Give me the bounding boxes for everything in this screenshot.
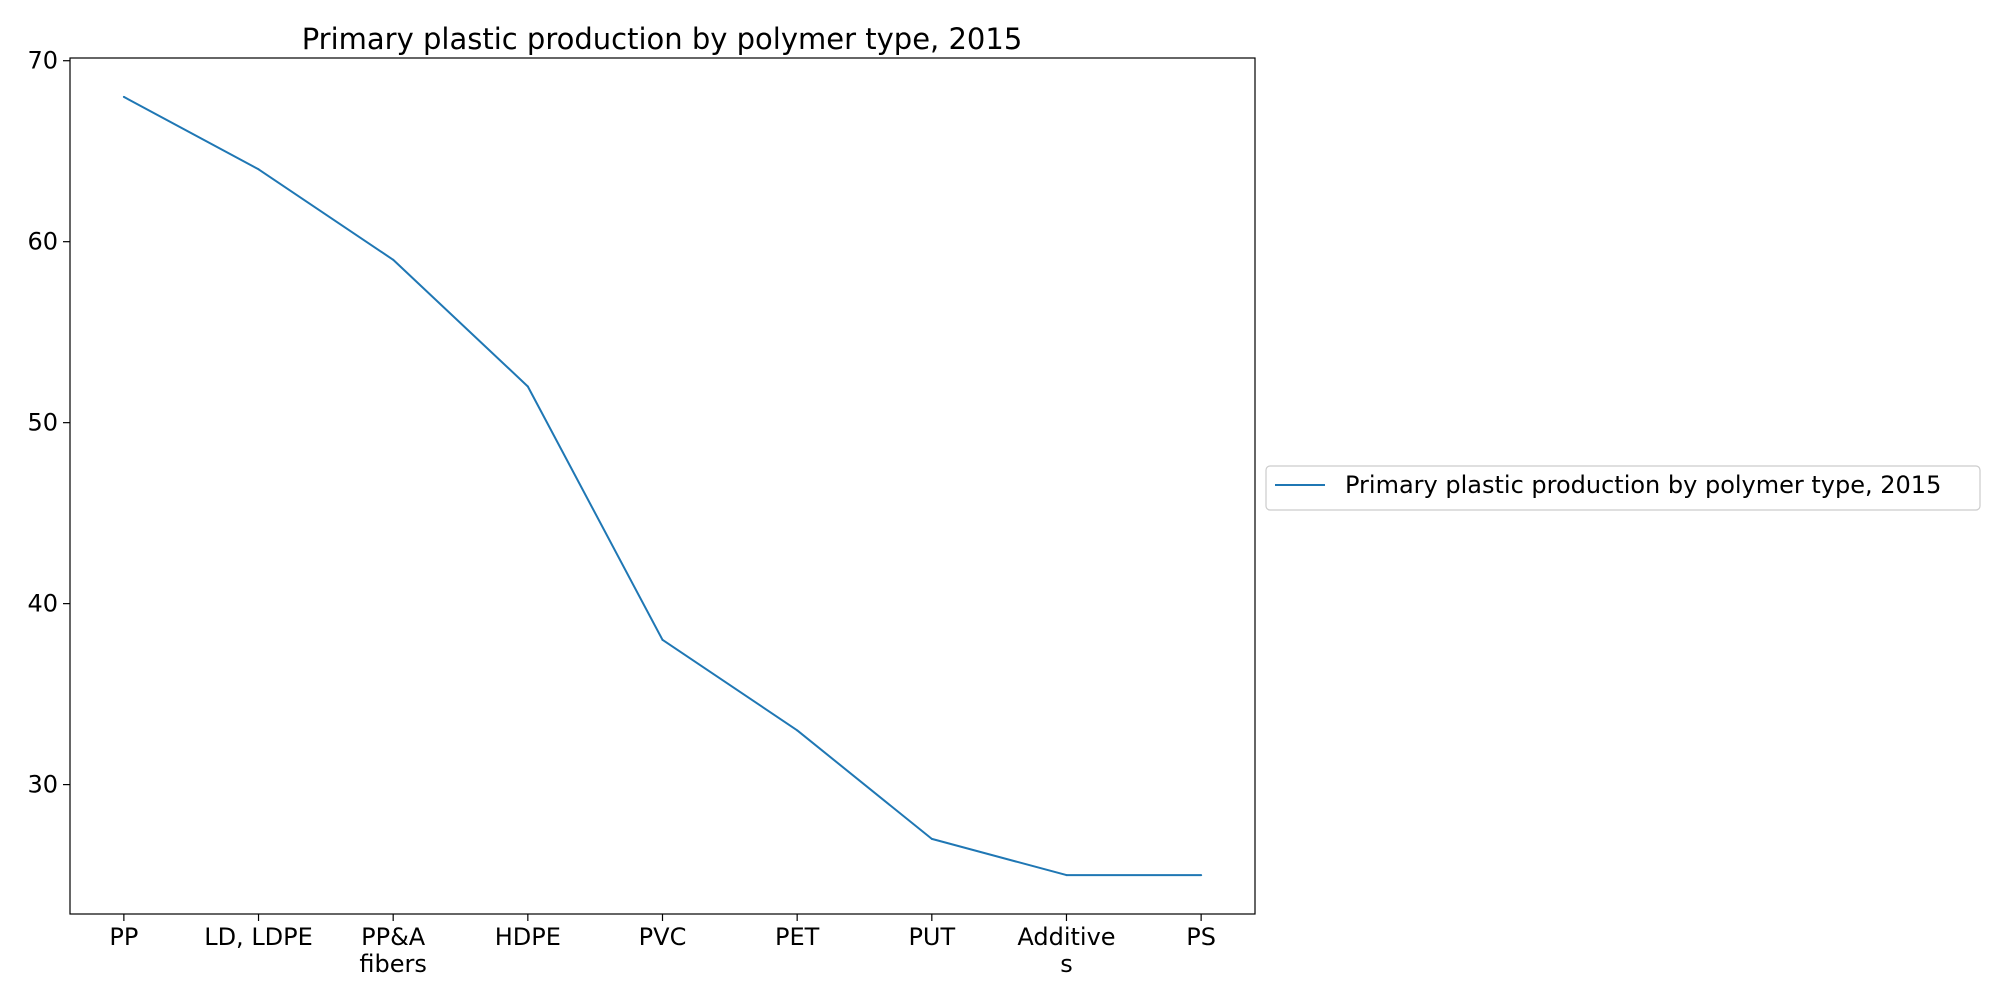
x-tick-label-line: PVC: [639, 923, 687, 951]
data-point: [930, 837, 933, 840]
x-tick-label: Additive s: [1017, 923, 1115, 978]
x-tick-label-line: PP&A: [361, 923, 426, 951]
y-tick-label: 50: [27, 409, 58, 437]
data-point: [796, 729, 799, 732]
legend: Primary plastic production by polymer ty…: [1265, 465, 1981, 511]
series-line: [123, 96, 1202, 877]
x-tick-label: PP&A fibers: [359, 923, 427, 978]
x-tick-label-line: Additive: [1017, 923, 1115, 951]
x-tick-label: HDPE: [495, 923, 561, 951]
x-tick-label-line: fibers: [359, 950, 427, 978]
chart-title: Primary plastic production by polymer ty…: [302, 22, 1023, 56]
data-point: [1200, 874, 1203, 877]
legend-box: [1265, 465, 1981, 511]
y-tick-label: 30: [27, 771, 58, 799]
x-tick-label-line: PUT: [908, 923, 955, 951]
y-tick-label: 70: [27, 47, 58, 75]
y-axis: 30 40 50 60 70: [27, 47, 70, 799]
data-point: [526, 385, 529, 388]
series-layer: [122, 95, 1203, 877]
y-tick-label: 40: [27, 590, 58, 618]
x-tick-label: PUT: [908, 923, 955, 951]
x-tick-label: PVC: [639, 923, 687, 951]
data-point: [257, 168, 260, 171]
x-tick-label-line: s: [1060, 950, 1073, 978]
data-point: [1065, 874, 1068, 877]
y-tick-label: 60: [27, 228, 58, 256]
x-tick-label-line: PP: [109, 923, 138, 951]
x-tick-label-line: LD, LDPE: [204, 923, 313, 951]
x-tick-label-line: PET: [775, 923, 820, 951]
x-tick-label: PP: [109, 923, 138, 951]
x-tick-label: PET: [775, 923, 820, 951]
x-tick-label-line: HDPE: [495, 923, 561, 951]
data-point: [122, 95, 125, 98]
x-tick-label: LD, LDPE: [204, 923, 313, 951]
data-point: [661, 638, 664, 641]
x-tick-label: PS: [1186, 923, 1216, 951]
x-axis: PP LD, LDPE PP&A fibers HDPE PVC PET PUT Additiv…: [109, 914, 1216, 978]
legend-label: Primary plastic production by polymer ty…: [1345, 471, 1941, 499]
x-tick-label-line: PS: [1186, 923, 1216, 951]
plot-area: [69, 57, 1256, 915]
data-point: [392, 258, 395, 261]
